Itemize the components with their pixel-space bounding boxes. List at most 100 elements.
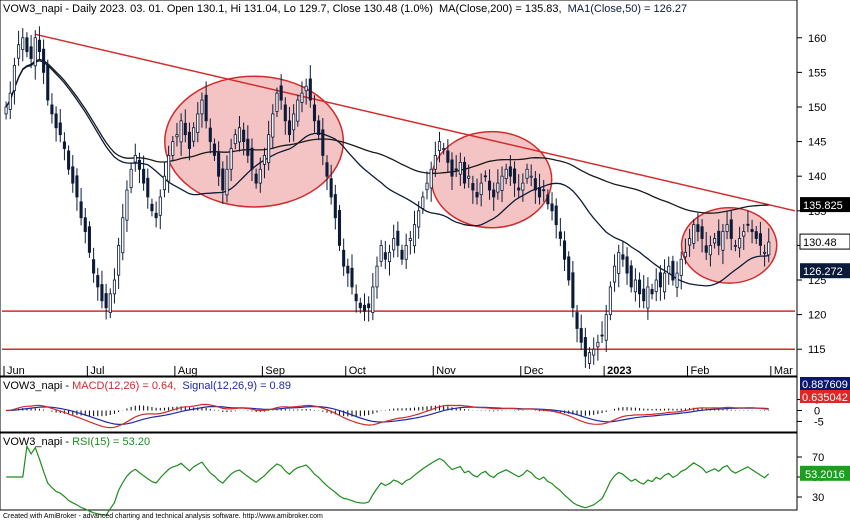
candle-body (437, 141, 442, 151)
candle (700, 219, 704, 253)
candle-body (471, 183, 475, 191)
signal-last-value: 0.887609 (802, 379, 848, 391)
candle-body (296, 99, 300, 122)
candle (550, 192, 554, 221)
candle (471, 175, 475, 204)
candle-body (267, 134, 271, 164)
candle (271, 104, 275, 149)
candle (646, 277, 650, 320)
footer-credit: Created with AmiBroker - advanced charti… (3, 513, 323, 520)
candle-body (646, 286, 650, 309)
candle-body (371, 286, 375, 313)
candle (446, 139, 450, 173)
candle (62, 132, 66, 161)
x-tick-label: Nov (436, 365, 456, 377)
candle (296, 94, 300, 127)
candle-body (367, 303, 371, 309)
candle-body (346, 265, 350, 274)
candle (533, 171, 537, 204)
candle-body (442, 148, 446, 150)
candle-body (658, 272, 662, 288)
price-tick-label: 145 (808, 137, 826, 149)
macd-last-value: 0.635042 (802, 392, 848, 404)
candle (754, 226, 758, 245)
candle-body (679, 258, 683, 276)
candle-body (300, 92, 304, 103)
candle-body (33, 37, 37, 67)
candle (725, 210, 729, 240)
candle-body (200, 99, 204, 115)
moving-averages (5, 58, 769, 287)
candle (537, 173, 542, 205)
candle-body (625, 256, 629, 274)
candle-body (104, 293, 108, 309)
candle (575, 304, 579, 343)
candle-body (50, 104, 54, 115)
candle (379, 239, 383, 267)
candle-body (675, 272, 679, 288)
x-tick-label: Sep (265, 365, 285, 377)
candle (525, 163, 529, 184)
candle-body (517, 187, 521, 191)
candle (675, 261, 679, 297)
candle-body (137, 159, 141, 170)
candle (458, 152, 462, 186)
candle (412, 210, 417, 254)
candle (346, 258, 350, 287)
candle (183, 109, 187, 143)
candle (400, 244, 404, 265)
candle (79, 187, 83, 226)
candle-body (233, 134, 237, 145)
candle (104, 283, 108, 320)
candle-body (246, 138, 250, 156)
candle-body (458, 161, 462, 175)
candle (696, 212, 700, 242)
price-title: VOW3_napi - Daily 2023. 03. 01. Open 130… (3, 3, 687, 15)
price-tick-label: 150 (808, 102, 826, 114)
x-tick-label: Aug (178, 365, 198, 377)
candle-body (671, 260, 675, 281)
candle-body (217, 152, 221, 177)
price-tick-label: 115 (808, 344, 826, 356)
candle (342, 238, 346, 276)
candle-body (383, 252, 387, 260)
candle (262, 147, 267, 179)
candle-body (550, 203, 554, 212)
candle (129, 163, 133, 194)
candle (50, 93, 54, 124)
candle-body (554, 205, 558, 226)
candle-body (663, 272, 667, 293)
candle-body (154, 212, 158, 219)
candle-body (392, 238, 396, 251)
candle-body (621, 254, 625, 260)
candle-body (758, 233, 762, 246)
candle (337, 204, 342, 251)
candle-body (642, 288, 646, 302)
candle-body (725, 224, 729, 232)
candle (212, 138, 217, 161)
candle (87, 221, 91, 258)
candle (508, 155, 512, 186)
candle (679, 251, 683, 290)
candle (362, 293, 367, 321)
candle-body (75, 175, 79, 198)
candle-body (354, 293, 358, 302)
candle-body (262, 155, 267, 165)
candle-body (579, 328, 583, 343)
candle-body (312, 104, 317, 122)
candle (92, 247, 96, 283)
candle (496, 169, 500, 200)
candle (604, 304, 608, 353)
candle (312, 95, 317, 133)
candle (408, 230, 412, 255)
candle-body (721, 231, 725, 251)
candle-body (600, 334, 604, 337)
candle (758, 221, 762, 256)
candle (121, 203, 125, 261)
candle (487, 169, 492, 200)
candle (142, 155, 146, 191)
candle (112, 268, 116, 304)
candle (483, 170, 487, 182)
